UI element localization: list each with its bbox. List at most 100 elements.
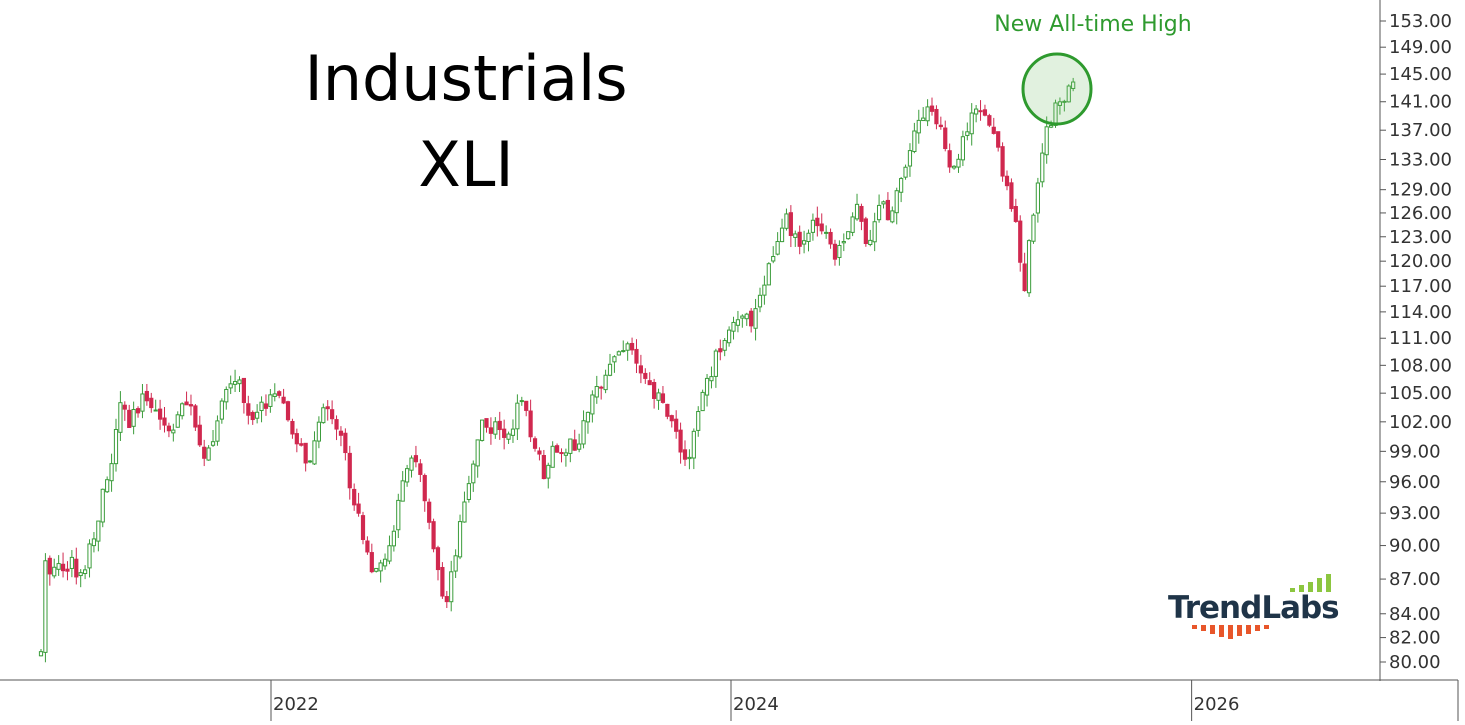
candle-down [1018, 220, 1023, 263]
logo-bars-down-icon [1192, 625, 1269, 639]
candle-up [105, 479, 110, 493]
candle-down [559, 452, 564, 455]
candle-down [859, 205, 864, 222]
candle-up [696, 411, 701, 431]
logo-bar-down [1210, 625, 1215, 634]
candle-up [960, 136, 965, 161]
candle-up [621, 350, 626, 353]
candle-down [541, 455, 546, 480]
y-tick-label: 111.00 [1389, 328, 1452, 349]
logo-bar-up [1317, 578, 1322, 592]
candle-up [894, 190, 899, 214]
y-tick-label: 129.00 [1389, 180, 1452, 201]
candle-up [449, 571, 454, 603]
candle-down [1009, 182, 1014, 210]
candle-up [171, 429, 176, 434]
candle-up [700, 391, 705, 412]
candle-down [1004, 175, 1010, 187]
candle-up [607, 363, 613, 376]
candle-down [431, 521, 436, 550]
candle-down [532, 438, 538, 449]
candle-down [797, 231, 802, 247]
x-tick-label: 2024 [733, 694, 779, 715]
x-axis-ticks: 2022 2024 2026 [270, 680, 1240, 721]
candle-up [1062, 100, 1067, 103]
candle-up [69, 556, 74, 569]
candle-up [1031, 214, 1036, 242]
candle-up [916, 119, 921, 134]
y-tick-label: 141.00 [1389, 92, 1452, 113]
candle-down [47, 557, 52, 575]
candle-up [462, 501, 467, 523]
candle-down [299, 443, 304, 446]
candle-down [674, 418, 679, 432]
candle-up [903, 166, 908, 178]
candle-up [87, 543, 92, 569]
candle-down [682, 449, 688, 460]
candle-up [568, 438, 573, 454]
candle-up [793, 233, 798, 238]
y-tick-label: 117.00 [1389, 276, 1452, 297]
candle-up [237, 379, 242, 385]
candle-down [352, 488, 357, 506]
candle-down [294, 433, 299, 445]
y-tick-label: 102.00 [1389, 412, 1452, 433]
candle-down [524, 400, 529, 411]
candle-up [806, 232, 811, 243]
y-tick-label: 108.00 [1389, 355, 1452, 376]
candle-down [947, 150, 952, 168]
candle-up [312, 440, 317, 465]
logo-bar-down [1201, 625, 1206, 631]
candle-up [453, 555, 458, 572]
candle-up [475, 439, 480, 467]
candle-up [784, 213, 789, 229]
candle-down [365, 540, 370, 553]
candle-up [109, 463, 114, 482]
candle-up [83, 569, 88, 575]
candle-up [387, 545, 392, 562]
candle-up [899, 178, 904, 193]
candle-up [180, 403, 185, 417]
candle-up [91, 538, 97, 547]
candle-up [457, 521, 463, 558]
candle-up [471, 463, 476, 484]
chart-title-line-2: XLI [418, 128, 513, 201]
candle-down [360, 515, 366, 540]
candle-up [206, 447, 211, 461]
candle-up [56, 563, 61, 570]
candle-up [907, 150, 913, 167]
candle-up [391, 530, 396, 547]
candle-down [638, 365, 643, 374]
candle-down [74, 558, 79, 578]
candle-up [779, 227, 785, 243]
candle-up [210, 441, 216, 446]
candle-up [272, 393, 277, 397]
logo-bar-down [1246, 625, 1251, 634]
candle-down [184, 401, 189, 406]
candle-up [766, 263, 771, 286]
candle-down [828, 231, 833, 245]
candle-down [885, 199, 891, 221]
candle-down [413, 455, 419, 463]
candle-up [232, 381, 238, 385]
candle-down [369, 552, 374, 573]
candle-up [965, 131, 970, 136]
candle-down [991, 126, 996, 134]
y-tick-label: 93.00 [1389, 503, 1441, 524]
candle-up [515, 402, 520, 430]
y-tick-label: 80.00 [1389, 652, 1441, 673]
candle-down [982, 109, 988, 116]
candle-up [479, 419, 485, 441]
candle-down [497, 420, 502, 431]
candle-up [259, 401, 264, 412]
candle-up [153, 409, 158, 412]
candle-down [427, 501, 432, 523]
candle-up [709, 376, 714, 382]
candle-up [951, 165, 957, 169]
candle-down [435, 547, 441, 571]
candle-down [144, 390, 149, 402]
x-tick-label: 2026 [1194, 694, 1240, 715]
candle-down [572, 439, 577, 451]
candle-down [484, 418, 489, 428]
candle-up [581, 420, 586, 445]
